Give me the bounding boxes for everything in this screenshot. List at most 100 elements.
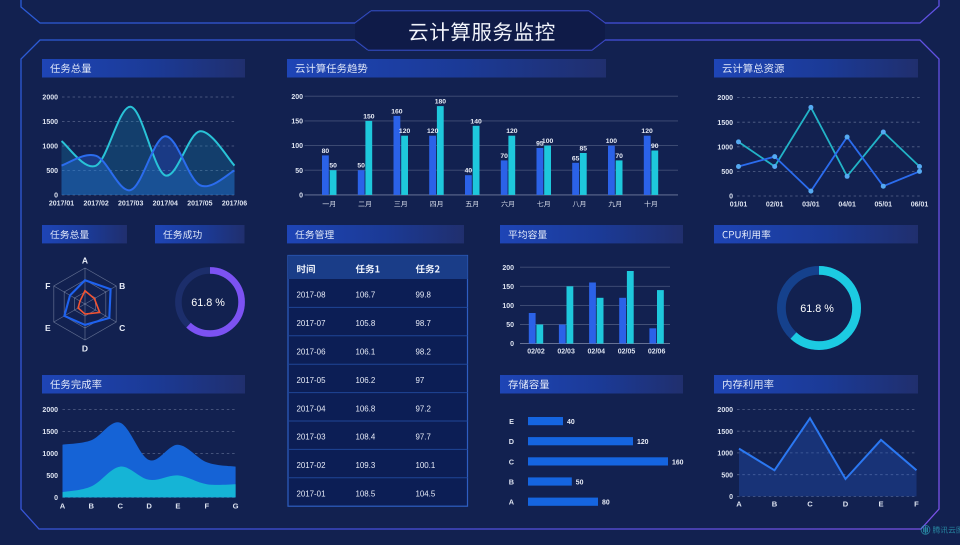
svg-text:02/04: 02/04 bbox=[588, 349, 606, 356]
svg-text:D: D bbox=[82, 344, 88, 354]
svg-text:2017/01: 2017/01 bbox=[49, 201, 74, 208]
svg-text:2017-08: 2017-08 bbox=[297, 291, 327, 300]
svg-text:E: E bbox=[878, 500, 883, 509]
svg-text:500: 500 bbox=[46, 168, 58, 175]
svg-text:A: A bbox=[736, 500, 742, 509]
svg-text:500: 500 bbox=[721, 169, 733, 176]
svg-text:106.2: 106.2 bbox=[356, 376, 376, 385]
svg-text:150: 150 bbox=[502, 284, 514, 291]
svg-text:50: 50 bbox=[357, 163, 365, 170]
svg-text:1000: 1000 bbox=[42, 451, 58, 458]
svg-text:120: 120 bbox=[506, 128, 518, 135]
svg-text:70: 70 bbox=[615, 153, 623, 160]
svg-text:80: 80 bbox=[602, 500, 610, 507]
svg-text:04/01: 04/01 bbox=[838, 202, 856, 209]
svg-text:180: 180 bbox=[435, 99, 447, 106]
svg-text:0: 0 bbox=[729, 494, 733, 501]
svg-text:2017/05: 2017/05 bbox=[187, 201, 212, 208]
svg-text:40: 40 bbox=[465, 168, 473, 175]
svg-text:E: E bbox=[45, 323, 51, 333]
svg-text:F: F bbox=[914, 500, 919, 509]
svg-text:98.2: 98.2 bbox=[416, 348, 431, 357]
svg-text:109.3: 109.3 bbox=[356, 461, 376, 470]
svg-text:100.1: 100.1 bbox=[416, 461, 436, 470]
svg-text:2017-03: 2017-03 bbox=[297, 433, 327, 442]
svg-text:150: 150 bbox=[291, 119, 303, 126]
svg-text:1500: 1500 bbox=[717, 120, 733, 127]
svg-text:B: B bbox=[119, 281, 125, 291]
svg-text:2017/03: 2017/03 bbox=[118, 201, 143, 208]
svg-text:106.1: 106.1 bbox=[356, 348, 376, 357]
svg-text:B: B bbox=[89, 502, 95, 511]
svg-text:80: 80 bbox=[322, 148, 330, 155]
svg-text:100: 100 bbox=[291, 143, 303, 150]
svg-text:06/01: 06/01 bbox=[911, 202, 929, 209]
svg-text:90: 90 bbox=[651, 143, 659, 150]
svg-text:2017-02: 2017-02 bbox=[297, 461, 326, 470]
svg-text:150: 150 bbox=[363, 113, 375, 120]
svg-text:2017/02: 2017/02 bbox=[83, 201, 108, 208]
svg-text:D: D bbox=[146, 502, 152, 511]
svg-text:120: 120 bbox=[641, 128, 653, 135]
svg-text:99.8: 99.8 bbox=[416, 291, 432, 300]
svg-text:61.8 %: 61.8 % bbox=[800, 303, 834, 315]
svg-text:61.8 %: 61.8 % bbox=[191, 297, 225, 309]
svg-text:0: 0 bbox=[54, 495, 58, 502]
svg-text:100: 100 bbox=[606, 138, 618, 145]
svg-text:108.5: 108.5 bbox=[356, 490, 376, 499]
svg-text:97: 97 bbox=[416, 376, 425, 385]
svg-text:1000: 1000 bbox=[42, 144, 58, 151]
svg-text:0: 0 bbox=[729, 194, 733, 201]
svg-text:105.8: 105.8 bbox=[356, 319, 376, 328]
svg-text:2017/04: 2017/04 bbox=[153, 201, 178, 208]
svg-text:0: 0 bbox=[510, 341, 514, 348]
svg-text:E: E bbox=[175, 502, 180, 511]
svg-text:01/01: 01/01 bbox=[730, 202, 748, 209]
svg-text:G: G bbox=[233, 502, 239, 511]
svg-text:50: 50 bbox=[576, 479, 584, 486]
svg-text:C: C bbox=[509, 457, 515, 466]
svg-text:97.2: 97.2 bbox=[416, 404, 431, 413]
svg-text:A: A bbox=[82, 256, 88, 266]
svg-text:1500: 1500 bbox=[42, 429, 58, 436]
svg-text:2017-05: 2017-05 bbox=[297, 376, 327, 385]
svg-text:A: A bbox=[60, 502, 66, 511]
svg-text:0: 0 bbox=[299, 193, 303, 200]
svg-text:F: F bbox=[45, 281, 50, 291]
svg-text:200: 200 bbox=[502, 265, 514, 272]
svg-text:02/01: 02/01 bbox=[766, 202, 784, 209]
svg-text:85: 85 bbox=[580, 146, 588, 153]
svg-text:500: 500 bbox=[46, 473, 58, 480]
svg-text:160: 160 bbox=[672, 459, 684, 466]
svg-text:02/03: 02/03 bbox=[557, 349, 575, 356]
svg-text:95: 95 bbox=[536, 141, 544, 148]
svg-text:500: 500 bbox=[721, 472, 733, 479]
svg-text:104.5: 104.5 bbox=[416, 490, 436, 499]
svg-text:B: B bbox=[772, 500, 778, 509]
svg-text:106.8: 106.8 bbox=[356, 404, 376, 413]
svg-text:2017-06: 2017-06 bbox=[297, 348, 327, 357]
svg-text:1500: 1500 bbox=[42, 119, 58, 126]
svg-text:120: 120 bbox=[427, 128, 439, 135]
svg-text:120: 120 bbox=[637, 439, 649, 446]
svg-text:02/05: 02/05 bbox=[618, 349, 636, 356]
svg-text:C: C bbox=[119, 323, 125, 333]
svg-text:120: 120 bbox=[399, 128, 411, 135]
svg-text:1000: 1000 bbox=[717, 144, 733, 151]
svg-text:05/01: 05/01 bbox=[875, 202, 893, 209]
svg-text:200: 200 bbox=[291, 94, 303, 101]
svg-text:C: C bbox=[807, 500, 813, 509]
svg-text:2017-01: 2017-01 bbox=[297, 490, 326, 499]
svg-text:F: F bbox=[204, 502, 209, 511]
svg-text:2000: 2000 bbox=[42, 407, 58, 414]
svg-text:0: 0 bbox=[54, 193, 58, 200]
svg-text:2000: 2000 bbox=[717, 95, 733, 102]
svg-text:106.7: 106.7 bbox=[356, 291, 376, 300]
svg-text:70: 70 bbox=[500, 153, 508, 160]
svg-text:E: E bbox=[509, 417, 514, 426]
svg-text:2017-04: 2017-04 bbox=[297, 404, 327, 413]
svg-text:A: A bbox=[509, 498, 515, 507]
svg-text:40: 40 bbox=[567, 419, 575, 426]
svg-text:2000: 2000 bbox=[717, 407, 733, 414]
svg-text:B: B bbox=[509, 477, 514, 486]
